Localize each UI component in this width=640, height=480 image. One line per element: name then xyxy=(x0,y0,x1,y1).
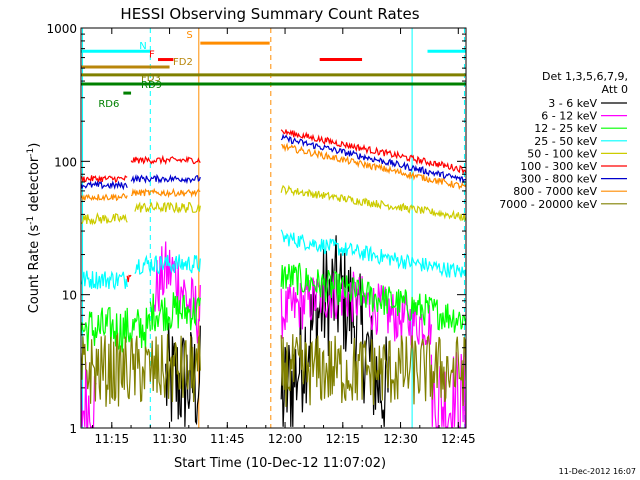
y-tick-label-0: 1 xyxy=(69,422,77,436)
legend-label-0: 3 - 6 keV xyxy=(548,97,597,110)
series-trace-7-1 xyxy=(130,187,201,199)
x-tick-label-5: 12:30 xyxy=(383,432,418,446)
series-trace-5-3 xyxy=(280,129,466,175)
legend-label-2: 12 - 25 keV xyxy=(534,122,597,135)
flag-label-rd6: RD6 xyxy=(98,99,119,110)
legend-label-4: 50 - 100 keV xyxy=(527,147,597,160)
legend-header-line-2: Att 0 xyxy=(602,83,628,96)
series-trace-7-0 xyxy=(81,192,128,202)
series-trace-5-2 xyxy=(130,154,201,166)
series-trace-1-3 xyxy=(430,349,466,428)
y-tick-label-3: 1000 xyxy=(46,22,77,36)
series-trace-0-0 xyxy=(165,322,201,427)
flag-label-fd2: FD2 xyxy=(173,57,193,68)
y-tick-label-2: 100 xyxy=(54,155,77,169)
flag-label-s: S xyxy=(186,30,192,41)
series-trace-3-2 xyxy=(280,229,466,278)
series-trace-3-0 xyxy=(81,270,128,291)
series-trace-0-1 xyxy=(280,235,390,427)
legend-label-6: 300 - 800 keV xyxy=(520,173,597,186)
legend-label-1: 6 - 12 keV xyxy=(541,110,597,123)
series-trace-8-0 xyxy=(81,332,201,407)
y-axis-label: Count Rate (s-1 detector-1) xyxy=(26,143,42,314)
footer-timestamp: 11-Dec-2012 16:07 xyxy=(559,467,636,476)
flag-label-rd9: RD9 xyxy=(141,80,162,91)
series-trace-2-0 xyxy=(81,307,151,353)
x-axis: 11:15 11:30 11:45 12:00 12:15 12:30 12:45 xyxy=(92,28,476,446)
legend-label-5: 100 - 300 keV xyxy=(520,160,597,173)
x-tick-label-0: 11:15 xyxy=(95,432,130,446)
series-trace-7-2 xyxy=(281,142,466,190)
series-trace-3-1 xyxy=(134,254,201,275)
series-trace-2-1 xyxy=(149,292,201,332)
series-trace-2-2 xyxy=(280,262,466,333)
legend-label-8: 7000 - 20000 keV xyxy=(499,198,597,211)
series-trace-8-1 xyxy=(280,334,466,407)
x-tick-label-3: 12:00 xyxy=(268,432,303,446)
series-trace-4-1 xyxy=(134,200,201,214)
x-tick-label-2: 11:45 xyxy=(210,432,245,446)
y-tick-label-1: 10 xyxy=(62,289,77,303)
chart-title: HESSI Observing Summary Count Rates xyxy=(120,5,419,23)
flag-label-f: F xyxy=(149,50,155,61)
flag-label-fd3: FD3 xyxy=(141,73,161,84)
legend-label-7: 800 - 7000 keV xyxy=(513,185,597,198)
legend-label-3: 25 - 50 keV xyxy=(534,135,597,148)
y-axis: 1 10 100 1000 xyxy=(46,22,466,436)
series-trace-6-0 xyxy=(81,180,128,191)
legend-header-line-1: Det 1,3,5,6,7,9, xyxy=(542,70,628,83)
x-tick-label-6: 12:45 xyxy=(441,432,476,446)
series-trace-1-0 xyxy=(81,362,97,428)
series-trace-4-2 xyxy=(280,184,466,222)
x-tick-label-4: 12:15 xyxy=(326,432,361,446)
series-trace-5-0 xyxy=(81,174,128,184)
series-trace-6-2 xyxy=(280,133,466,184)
series-trace-5-1 xyxy=(126,274,132,283)
plot-frame xyxy=(80,27,467,429)
series-trace-4-0 xyxy=(81,212,128,226)
series-trace-6-1 xyxy=(130,173,201,185)
flag-label-n: N xyxy=(139,41,146,52)
x-axis-label: Start Time (10-Dec-12 11:07:02) xyxy=(174,456,386,471)
series-trace-1-2 xyxy=(280,271,432,349)
x-tick-label-1: 11:30 xyxy=(152,432,187,446)
